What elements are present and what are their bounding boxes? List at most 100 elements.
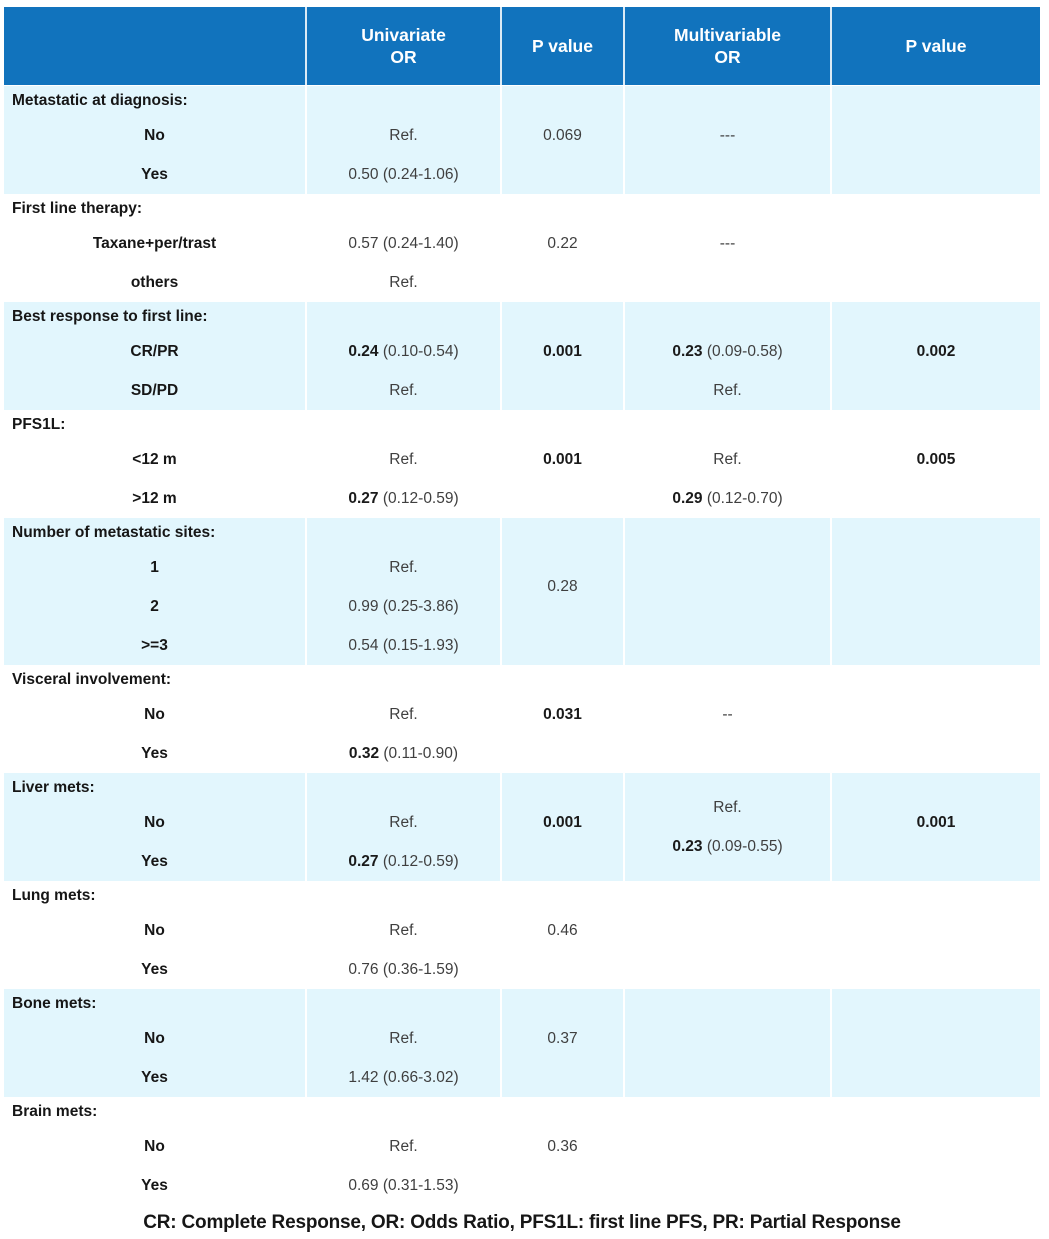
value-text: (0.12-0.70)	[702, 489, 783, 507]
empty-cell	[830, 587, 1040, 626]
empty-cell	[830, 734, 1040, 773]
value-text: 0.24	[348, 342, 379, 360]
empty-cell	[623, 989, 830, 1019]
empty-cell	[830, 773, 1040, 803]
empty-cell	[500, 665, 623, 695]
empty-cell	[830, 86, 1040, 116]
section-label: Best response to first line:	[12, 308, 208, 325]
row-label: Taxane+per/trast	[92, 234, 217, 252]
value-text: Ref.	[389, 813, 418, 831]
empty-cell	[623, 518, 830, 548]
row-label: No	[144, 126, 165, 144]
empty-cell	[830, 479, 1040, 518]
empty-cell	[830, 1166, 1040, 1205]
empty-cell	[623, 950, 830, 989]
table-section: Visceral involvement: No Ref. 0.031 -- Yes 0.3…	[4, 665, 1040, 773]
value-text: (0.09-0.55)	[702, 837, 783, 855]
value-cell: 0.069	[500, 116, 623, 155]
empty-cell	[623, 410, 830, 440]
empty-cell	[830, 989, 1040, 1019]
column-header-variable	[4, 7, 305, 85]
value-text: 0.37	[547, 1029, 578, 1047]
value-text: (0.10-0.54)	[378, 342, 459, 360]
empty-cell	[500, 773, 623, 803]
value-cell: Ref.	[305, 371, 500, 410]
row-label: >12 m	[132, 489, 177, 507]
value-text: 0.22	[547, 234, 578, 252]
empty-cell	[623, 548, 830, 587]
value-text: --	[722, 705, 733, 723]
value-text: ---	[719, 234, 736, 252]
value-text: 1.42 (0.66-3.02)	[348, 1068, 459, 1086]
value-cell: 0.005	[830, 440, 1040, 479]
value-text: 0.002	[916, 342, 956, 360]
empty-cell	[623, 1127, 830, 1166]
value-text: Ref.	[389, 273, 418, 291]
empty-cell	[305, 410, 500, 440]
empty-cell	[500, 881, 623, 911]
row-label: No	[144, 1029, 165, 1047]
value-text: 0.32	[348, 744, 380, 762]
value-cell: Ref. 0.23 (0.09-0.55)	[623, 773, 830, 881]
empty-cell	[830, 842, 1040, 881]
value-text: 0.001	[916, 813, 956, 831]
empty-cell	[830, 302, 1040, 332]
empty-cell	[830, 1058, 1040, 1097]
value-text: 0.27	[348, 852, 379, 870]
section-label: Visceral involvement:	[12, 671, 172, 688]
header-text: Multivariable	[674, 24, 781, 45]
header-text: Univariate	[361, 24, 446, 45]
empty-cell	[305, 194, 500, 224]
section-label: Brain mets:	[12, 1103, 98, 1120]
value-text: Ref.	[713, 450, 742, 468]
value-text: 0.50 (0.24-1.06)	[348, 165, 459, 183]
value-cell: 0.50 (0.24-1.06)	[305, 155, 500, 194]
row-label: No	[144, 1137, 165, 1155]
empty-cell	[830, 950, 1040, 989]
empty-cell	[830, 881, 1040, 911]
table-section: PFS1L: <12 m Ref. 0.001 Ref. 0.005 >12 m 0.27 (…	[4, 410, 1040, 518]
empty-cell	[500, 155, 623, 194]
empty-cell	[500, 410, 623, 440]
empty-cell	[830, 155, 1040, 194]
empty-cell	[830, 665, 1040, 695]
empty-cell	[830, 410, 1040, 440]
empty-cell	[500, 263, 623, 302]
value-cell: 0.001	[500, 803, 623, 842]
empty-cell	[500, 1166, 623, 1205]
empty-cell	[500, 989, 623, 1019]
empty-cell	[305, 518, 500, 548]
empty-cell	[305, 1097, 500, 1127]
value-cell: Ref.	[623, 440, 830, 479]
value-cell: Ref.	[305, 911, 500, 950]
value-cell: 0.57 (0.24-1.40)	[305, 224, 500, 263]
empty-cell	[623, 194, 830, 224]
value-cell: 0.001	[500, 440, 623, 479]
header-text: P value	[532, 35, 593, 56]
table-section: Number of metastatic sites: 1 Ref. 0.28 2 0.9…	[4, 518, 1040, 665]
value-cell: 0.54 (0.15-1.93)	[305, 626, 500, 665]
value-text: (0.09-0.58)	[702, 342, 783, 360]
column-header-p-value-multivariable: P value	[830, 7, 1040, 85]
value-text: (0.12-0.59)	[378, 489, 459, 507]
row-label: Yes	[141, 1068, 168, 1086]
value-text: 0.54 (0.15-1.93)	[348, 636, 459, 654]
empty-cell	[830, 911, 1040, 950]
table-section: Best response to first line: CR/PR 0.24 (0…	[4, 302, 1040, 410]
table-section: Bone mets: No Ref. 0.37 Yes 1.42 (0.66-3.02)	[4, 989, 1040, 1097]
empty-cell	[623, 911, 830, 950]
empty-cell	[830, 1019, 1040, 1058]
value-cell: 0.001	[830, 803, 1040, 842]
value-text: 0.36	[547, 1137, 578, 1155]
section-label: First line therapy:	[12, 200, 143, 217]
row-label: Yes	[141, 1176, 168, 1194]
value-cell: Ref.	[305, 1019, 500, 1058]
value-text: Ref.	[389, 921, 418, 939]
table-section: Brain mets: No Ref. 0.36 Yes 0.69 (0.31-1.53)	[4, 1097, 1040, 1205]
row-label: No	[144, 705, 165, 723]
empty-cell	[830, 224, 1040, 263]
header-text: OR	[714, 47, 741, 67]
value-text: 0.001	[543, 450, 582, 468]
empty-cell	[623, 1097, 830, 1127]
value-text: 0.001	[543, 813, 582, 831]
